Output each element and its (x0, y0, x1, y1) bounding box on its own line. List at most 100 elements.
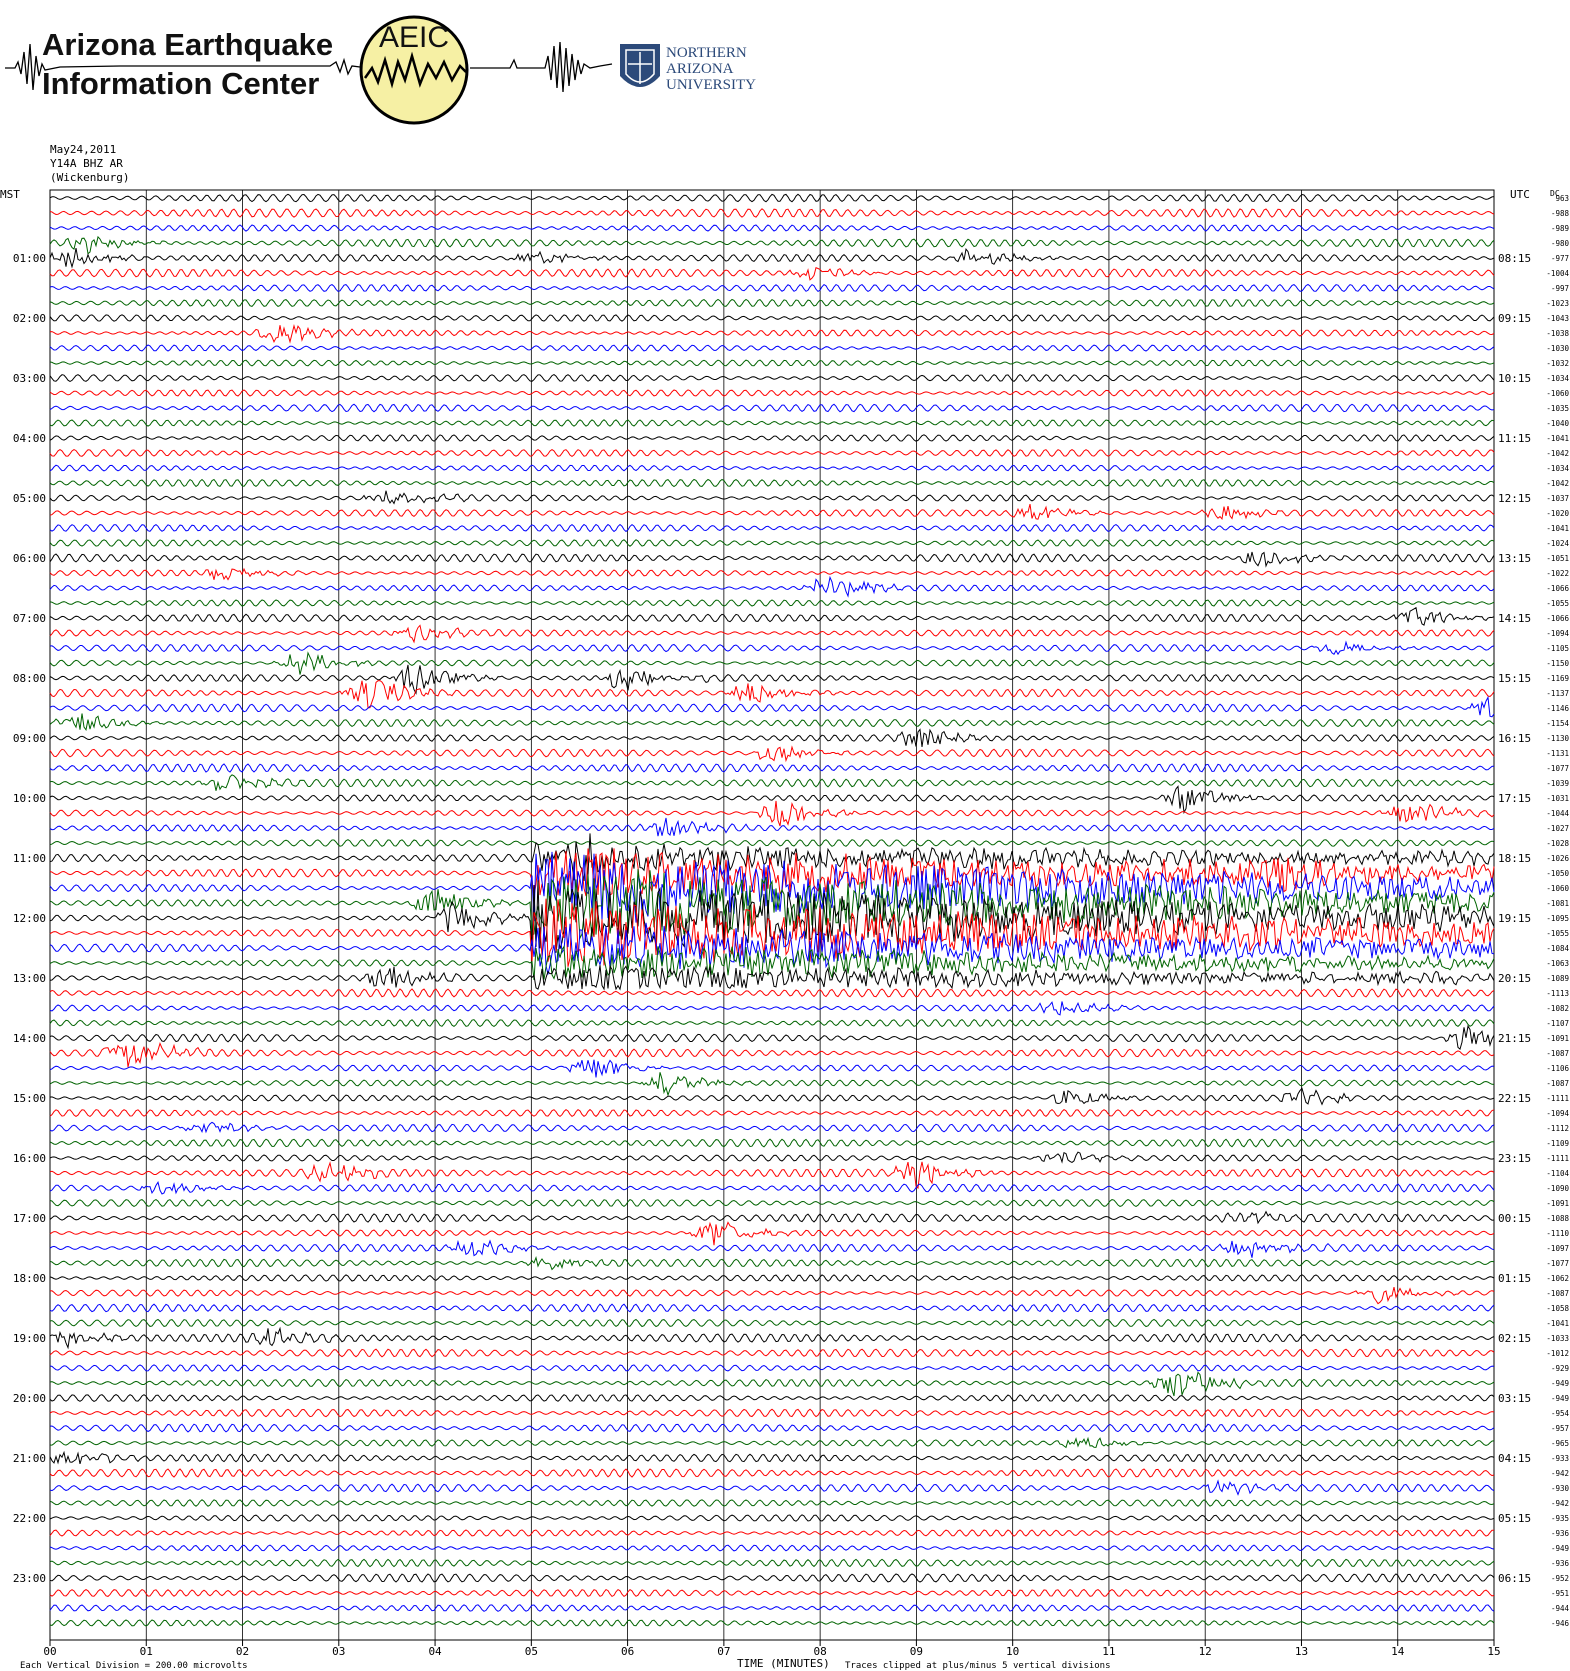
seismic-trace (49, 1468, 1495, 1478)
seismic-trace (49, 1529, 1495, 1537)
dc-offset-label: -1110 (1546, 1229, 1569, 1238)
utc-hour-label: 22:15 (1498, 1092, 1531, 1105)
seismic-trace (49, 848, 1495, 897)
x-tick-label: 06 (621, 1645, 634, 1658)
seismic-trace (49, 606, 1495, 626)
dc-offset-label: -1040 (1546, 419, 1569, 428)
dc-offset-label: -1077 (1546, 764, 1569, 773)
dc-offset-label: -1012 (1546, 1349, 1569, 1358)
seismic-trace (49, 624, 1495, 644)
mst-hour-label: 19:00 (13, 1332, 46, 1345)
utc-hour-label: 15:15 (1498, 672, 1531, 685)
dc-offset-label: -1094 (1546, 629, 1569, 638)
mst-hour-label: 13:00 (13, 972, 46, 985)
dc-offset-label: -930 (1551, 1484, 1570, 1493)
x-tick-label: 05 (525, 1645, 538, 1658)
dc-offset-label: -1087 (1546, 1289, 1569, 1298)
dc-offset-label: -1097 (1546, 1244, 1569, 1253)
university-line2: ARIZONA (666, 61, 734, 77)
dc-offset-label: -1041 (1546, 1319, 1569, 1328)
seismic-trace (49, 869, 1495, 940)
seismic-trace (49, 965, 1495, 991)
seismic-trace (49, 785, 1495, 815)
seismic-trace (49, 419, 1495, 427)
dc-offset-label: -1060 (1546, 884, 1569, 893)
seismic-trace (49, 713, 1495, 732)
dc-offset-label: -1091 (1546, 1034, 1569, 1043)
dc-offset-label: -1026 (1546, 854, 1569, 863)
dc-offset-label: -1044 (1546, 809, 1569, 818)
mst-hour-label: 04:00 (13, 432, 46, 445)
dc-offset-label: -949 (1551, 1544, 1569, 1553)
dc-offset-label: -1031 (1546, 794, 1569, 803)
utc-hour-label: 11:15 (1498, 432, 1531, 445)
dc-offset-label: -1058 (1546, 1304, 1569, 1313)
dc-offset-label: -1038 (1546, 329, 1569, 338)
right-axis-label: UTC (1510, 188, 1530, 201)
seismic-trace (49, 898, 1495, 967)
dc-offset-label: -1150 (1546, 659, 1569, 668)
seismic-trace (49, 774, 1495, 791)
seismic-trace (49, 490, 1495, 505)
dc-offset-label: -1041 (1546, 524, 1569, 533)
seismic-trace (49, 1604, 1495, 1612)
seismic-trace (49, 1210, 1495, 1225)
seismic-trace (49, 1059, 1495, 1078)
seismic-trace (49, 1121, 1495, 1134)
dc-offset-label: -1130 (1546, 734, 1569, 743)
mst-hour-label: 17:00 (13, 1212, 46, 1225)
left-axis-label: MST (0, 188, 20, 201)
mst-hour-label: 05:00 (13, 492, 46, 505)
dc-offset-label: -1113 (1546, 989, 1569, 998)
dc-offset-label: -1087 (1546, 1049, 1569, 1058)
seismic-trace (49, 1181, 1495, 1195)
seismic-trace (49, 1619, 1495, 1627)
seismic-trace (49, 640, 1495, 656)
dc-offset-label: -935 (1551, 1514, 1569, 1523)
utc-hour-label: 23:15 (1498, 1152, 1531, 1165)
seismic-trace (49, 728, 1495, 747)
mst-hour-label: 10:00 (13, 792, 46, 805)
seismic-trace (49, 1479, 1495, 1496)
seismic-trace (49, 567, 1495, 581)
seismogram-squiggle-left (5, 41, 613, 93)
dc-offset-label: -1032 (1546, 359, 1569, 368)
mst-hour-label: 09:00 (13, 732, 46, 745)
dc-offset-label: -1039 (1546, 779, 1569, 788)
seismic-trace (49, 1544, 1495, 1552)
x-tick-label: 07 (717, 1645, 730, 1658)
dc-offset-label: -1131 (1546, 749, 1569, 758)
seismic-trace (49, 945, 1495, 980)
seismic-trace (49, 448, 1495, 458)
nau-shield-icon (620, 44, 660, 87)
utc-hour-label: 02:15 (1498, 1332, 1531, 1345)
seismic-trace (49, 248, 1495, 269)
dc-offset-label: -1089 (1546, 974, 1569, 983)
dc-offset-label: -1066 (1546, 614, 1569, 623)
seismic-trace (49, 1423, 1495, 1433)
seismic-trace (49, 1348, 1495, 1358)
x-tick-label: 12 (1199, 1645, 1212, 1658)
mst-hour-label: 16:00 (13, 1152, 46, 1165)
seismic-trace (49, 599, 1495, 607)
seismic-trace (49, 1138, 1495, 1148)
dc-offset-label: -1024 (1546, 539, 1569, 548)
seismic-trace (49, 1256, 1495, 1271)
dc-offset-label: -1105 (1546, 644, 1569, 653)
seismic-trace (49, 745, 1495, 763)
mst-hour-label: 23:00 (13, 1572, 46, 1585)
seismic-trace (49, 839, 1495, 847)
utc-hour-label: 00:15 (1498, 1212, 1531, 1225)
mst-hour-label: 03:00 (13, 372, 46, 385)
seismic-trace (49, 695, 1495, 718)
dc-offset-label: -942 (1551, 1469, 1569, 1478)
seismic-trace (49, 503, 1495, 521)
dc-offset-label: -1060 (1546, 389, 1569, 398)
dc-offset-label: -942 (1551, 1499, 1569, 1508)
dc-offset-label: -1154 (1546, 719, 1569, 728)
mst-hour-label: 15:00 (13, 1092, 46, 1105)
seismic-trace (49, 763, 1495, 773)
dc-offset-label: -1066 (1546, 584, 1569, 593)
seismic-trace (49, 988, 1495, 998)
x-tick-label: 00 (43, 1645, 56, 1658)
